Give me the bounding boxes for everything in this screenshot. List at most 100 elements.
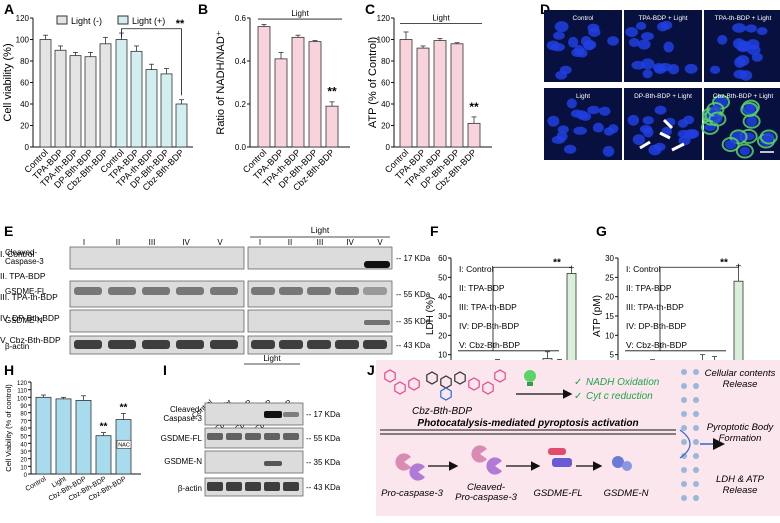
membrane-lipid — [693, 481, 699, 487]
gsdme-n-icon — [622, 461, 632, 471]
membrane-lipid — [693, 397, 699, 403]
bar — [84, 56, 97, 148]
y-tick-label: 80 — [381, 57, 390, 66]
nucleus — [554, 21, 569, 33]
blot-row-label: GSDME-N — [164, 457, 202, 466]
nucleus — [742, 104, 756, 115]
protein-band — [307, 287, 331, 295]
significance-mark: ** — [176, 18, 185, 30]
legend-entry: IV: DP-Bth-BDP — [459, 321, 519, 331]
lane-label: V — [217, 238, 223, 247]
nucleus — [599, 106, 611, 116]
protein-icon — [486, 457, 502, 475]
membrane-lipid — [681, 383, 687, 389]
outcome-label: Formation — [719, 433, 762, 444]
legend-entry: IV: DP-Bth-BDP — [626, 321, 686, 331]
gsdme-fl-icon — [548, 448, 566, 455]
bar — [145, 69, 158, 148]
membrane-lipid — [693, 383, 699, 389]
nucleus — [663, 41, 674, 53]
bar — [325, 105, 339, 148]
protein-band — [279, 287, 303, 295]
bar — [69, 55, 82, 148]
y-tick-label: 30 — [438, 312, 447, 321]
y-tick-label: 20 — [381, 122, 390, 131]
legend-swatch — [117, 15, 129, 25]
protein-band — [283, 433, 299, 440]
protein-band — [264, 411, 282, 418]
y-tick-label: 40 — [438, 293, 447, 302]
membrane-lipid — [693, 439, 699, 445]
bar — [566, 273, 577, 375]
molecule-ring — [408, 377, 420, 391]
y-tick-label: 100 — [377, 36, 391, 45]
protein-band — [176, 287, 204, 295]
micrograph-label: Cbz-Bth-BDP + Light — [713, 93, 774, 100]
y-axis-label: LDH (%) — [425, 297, 436, 335]
y-axis-label: ATP (pM) — [592, 295, 603, 337]
nac-box — [116, 439, 132, 449]
y-tick-label: 120 — [16, 14, 30, 23]
bar — [274, 58, 288, 148]
lane-label: II — [116, 238, 120, 247]
panel-label-c: C — [365, 1, 375, 17]
nac-annotation: NAC — [118, 442, 130, 448]
micrograph-label: TPA-th-BDP + Light — [715, 15, 772, 22]
protein-band — [207, 433, 223, 440]
nucleus — [551, 135, 566, 144]
protein-band — [264, 461, 282, 466]
lane-label: IV — [182, 238, 190, 247]
lane-label: I — [83, 238, 85, 247]
nucleus — [632, 134, 646, 146]
pathway-step-label: GSDME-N — [604, 488, 649, 499]
nucleus — [751, 52, 763, 62]
pathway-step-label: Pro-caspase-3 — [381, 488, 443, 499]
panel-label-f: F — [430, 223, 439, 239]
molecule-ring — [454, 371, 466, 385]
nucleus — [739, 70, 753, 81]
pathway-step-label: Pro-caspase-3 — [455, 492, 517, 503]
molecular-weight-marker: -- 55 KDa — [306, 434, 341, 443]
x-tick-label: Control — [24, 475, 47, 493]
pathway-step-label: GSDME-FL — [533, 488, 582, 499]
banner-text: Photocatalysis-mediated pyroptosis activ… — [417, 418, 638, 429]
protein-band — [210, 340, 238, 349]
bar — [450, 43, 464, 148]
group-label: Light — [291, 9, 309, 18]
y-tick-label: 0.4 — [235, 57, 247, 66]
membrane-lipid — [681, 439, 687, 445]
nucleus — [642, 116, 654, 125]
protein-band — [279, 340, 303, 349]
significance-mark: ** — [100, 422, 108, 433]
nucleus — [657, 21, 669, 32]
y-tick-label: 0 — [24, 473, 28, 479]
panel-label-j: J — [367, 362, 375, 378]
legend-label: Light (-) — [71, 16, 102, 26]
y-axis-label: Cell Viability (% of control) — [4, 384, 13, 472]
nucleus — [763, 131, 775, 143]
blot-legend-entry: IV. DP-Bth-BDP — [0, 313, 60, 323]
nucleus — [732, 23, 747, 33]
bar — [99, 43, 112, 148]
nucleus — [687, 129, 700, 139]
y-tick-label: 120 — [377, 14, 391, 23]
micrograph-label: Light — [576, 93, 590, 100]
molecular-weight-marker: -- 55 KDa — [396, 290, 431, 299]
protein-band — [245, 433, 261, 440]
y-tick-label: 0 — [386, 143, 391, 152]
nucleus — [588, 27, 601, 37]
nucleus — [739, 146, 751, 156]
pathway-step-label: Cleaved- — [467, 482, 505, 493]
significance-mark: ** — [553, 257, 561, 268]
nucleus — [631, 60, 646, 70]
nucleus — [573, 126, 587, 135]
protein-icon — [471, 445, 487, 463]
nucleus — [642, 69, 653, 79]
bar — [257, 26, 271, 148]
panel-label-a: A — [4, 1, 14, 17]
nucleus — [746, 115, 758, 127]
lane-label: II — [288, 238, 292, 247]
outcome-label: Cellular contents — [705, 368, 776, 379]
nucleus — [563, 144, 577, 154]
